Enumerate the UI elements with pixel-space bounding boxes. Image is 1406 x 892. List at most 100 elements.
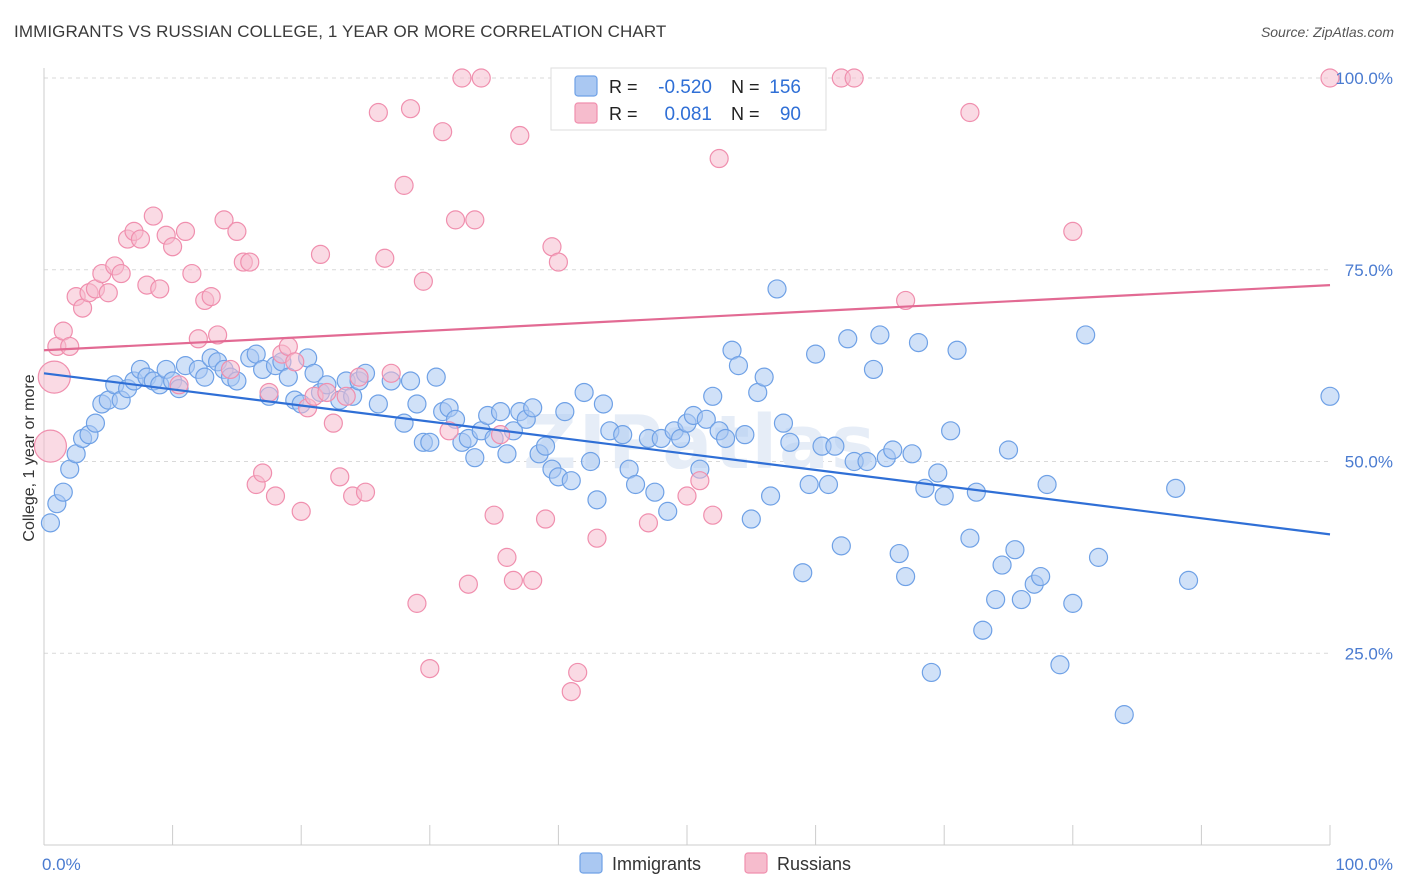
russians-point <box>548 252 569 272</box>
immigrants-point <box>1037 474 1057 495</box>
immigrants-point <box>908 333 929 353</box>
immigrants-point <box>889 543 909 564</box>
legend-n-label: N = <box>731 104 760 124</box>
bottom-legend-swatch-immigrants <box>579 852 603 874</box>
bottom-legend: Immigrants Russians <box>579 852 851 874</box>
russians-point <box>355 482 376 502</box>
russians-point <box>445 210 466 230</box>
bottom-legend-russians: Russians <box>777 854 851 874</box>
legend-r-label: R = <box>609 104 638 124</box>
immigrants-point <box>941 421 961 441</box>
russians-point <box>143 206 163 226</box>
immigrants-point <box>857 451 877 472</box>
russians-point <box>439 421 459 441</box>
russians-point <box>400 99 421 119</box>
y-tick-label: 50.0% <box>1345 453 1393 472</box>
russians-point <box>497 547 517 567</box>
immigrants-point <box>613 425 633 445</box>
immigrants-point <box>741 509 761 529</box>
immigrants-point <box>973 620 993 640</box>
immigrants-point <box>658 501 678 521</box>
russians-point <box>561 681 581 702</box>
immigrants-point <box>85 413 106 433</box>
russians-point <box>214 210 234 230</box>
russians-point <box>182 263 202 284</box>
y-axis-label: College, 1 year or more <box>21 374 38 541</box>
russians-point <box>484 505 504 525</box>
immigrants-point <box>407 394 427 414</box>
bottom-legend-swatch-russians <box>744 852 768 874</box>
russians-point <box>587 528 607 548</box>
russians-point <box>349 367 369 387</box>
immigrants-point <box>767 279 787 299</box>
russians-point <box>471 68 491 88</box>
immigrants-point <box>896 566 916 587</box>
russians-point <box>163 237 183 257</box>
russians-point <box>960 102 980 123</box>
bottom-legend-immigrants: Immigrants <box>612 854 701 874</box>
immigrants-point <box>715 428 736 449</box>
immigrants-point <box>760 486 781 506</box>
immigrants-point <box>561 471 581 491</box>
immigrants-point <box>1088 547 1109 567</box>
immigrants-point <box>805 344 826 364</box>
russians-point <box>407 593 427 613</box>
x-tick-labels: 0.0% 100.0% <box>42 855 1393 874</box>
y-tick-label: 100.0% <box>1335 69 1393 88</box>
immigrants-point <box>799 474 819 495</box>
immigrants-point <box>535 436 556 456</box>
immigrants-point <box>580 451 601 472</box>
legend-r-label: R = <box>609 77 638 97</box>
russians-point <box>368 102 388 123</box>
russians-point <box>503 570 523 590</box>
immigrants-point <box>1114 705 1134 725</box>
immigrants-point <box>497 444 517 464</box>
immigrants-point <box>1178 570 1199 590</box>
russians-point <box>310 244 331 265</box>
immigrants-point <box>870 325 890 345</box>
russians-point <box>535 509 556 529</box>
immigrants-point <box>593 394 614 414</box>
russians-point <box>150 279 170 299</box>
russians-point <box>227 221 247 241</box>
russians-point <box>394 175 414 195</box>
immigrants-point <box>490 402 511 422</box>
russians-point <box>1320 68 1340 88</box>
immigrants-point <box>986 589 1006 610</box>
russians-point <box>98 283 118 303</box>
source-label: Source: ZipAtlas.com <box>1260 24 1394 40</box>
legend-n-value: 156 <box>769 77 801 98</box>
russians-point <box>458 574 478 594</box>
russians-point <box>317 382 337 403</box>
trend-lines <box>43 283 1331 536</box>
legend-r-value: -0.520 <box>658 77 712 98</box>
russians-point <box>130 229 151 249</box>
immigrants-point <box>195 367 215 387</box>
immigrants-point <box>587 490 607 510</box>
russians-point <box>208 325 228 345</box>
russians-point <box>709 148 729 169</box>
immigrants-point <box>465 448 485 468</box>
russians-point <box>638 513 659 533</box>
immigrants-point <box>1320 386 1340 406</box>
y-tick-label: 25.0% <box>1345 644 1393 663</box>
russians-point <box>420 658 440 679</box>
chart-title: IMMIGRANTS VS RUSSIAN COLLEGE, 1 YEAR OR… <box>14 22 667 41</box>
legend-n-value: 90 <box>780 104 801 125</box>
immigrants-point <box>728 356 749 376</box>
immigrants-point <box>574 382 594 403</box>
russians-point <box>336 386 356 406</box>
immigrants-point <box>992 555 1012 575</box>
immigrants-point <box>1005 540 1025 560</box>
immigrants-trend-line <box>43 372 1331 536</box>
russians-point <box>60 336 80 357</box>
russians-point <box>111 263 131 284</box>
russians-point <box>253 463 273 483</box>
russians-point <box>690 471 710 491</box>
russians-point <box>677 486 697 506</box>
x-tick-label: 0.0% <box>42 855 81 874</box>
immigrants-point <box>703 386 723 406</box>
y-tick-labels: 25.0% 50.0% 75.0% 100.0% <box>1335 69 1393 663</box>
x-tick-label: 100.0% <box>1335 855 1393 874</box>
